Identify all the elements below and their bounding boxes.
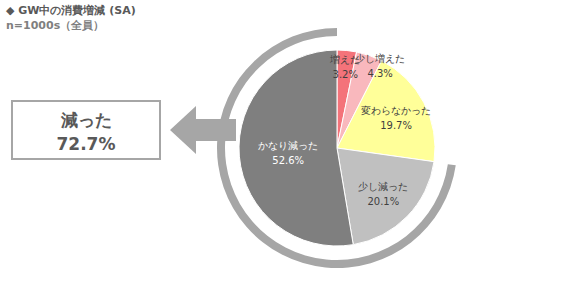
data-labels: 増えた3.2%少し増えた4.3%変わらなかった19.7%少し減った20.1%かな… — [258, 53, 431, 207]
annotation-text: 減った — [60, 110, 112, 130]
data-label: 4.3% — [367, 68, 392, 79]
slice-label: 少し増えた — [355, 53, 405, 64]
data-label: 19.7% — [380, 120, 412, 131]
data-label: 52.6% — [272, 155, 304, 166]
pie-slice — [337, 148, 434, 245]
annotation-arrow — [170, 106, 236, 154]
annotation-box — [12, 101, 160, 159]
slice-label: かなり減った — [258, 140, 318, 151]
pie — [217, 28, 456, 268]
annotation-arc — [217, 28, 456, 268]
title: ◆ GW中の消費増減 (SA) — [6, 4, 136, 17]
annotation-label: 72.7% — [57, 134, 116, 154]
subtitle: n=1000s（全員） — [6, 19, 104, 32]
data-label: 20.1% — [367, 196, 399, 207]
slice-label: 少し減った — [358, 181, 408, 192]
slice-label: 変わらなかった — [361, 105, 431, 116]
data-label: 3.2% — [333, 69, 358, 80]
chart: ◆ GW中の消費増減 (SA)n=1000s（全員）減った72.7%増えた3.2… — [0, 0, 570, 286]
